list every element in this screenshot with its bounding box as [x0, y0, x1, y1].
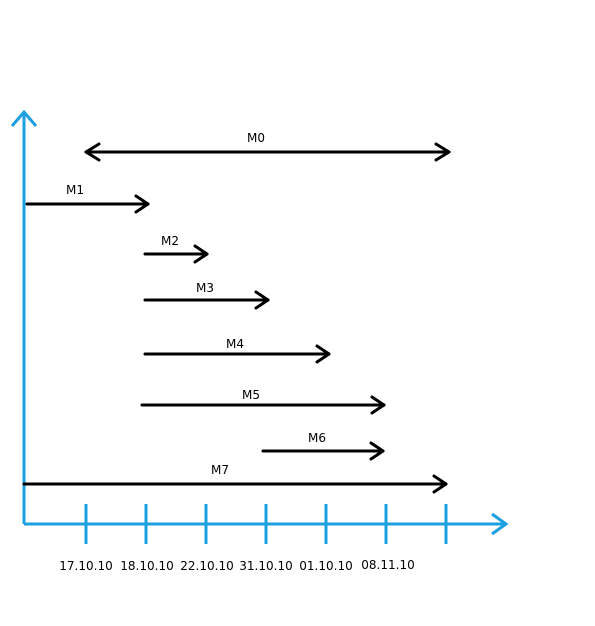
- tick: 18.10.10: [120, 504, 174, 573]
- tick-label: 17.10.10: [59, 559, 112, 573]
- x-axis-ticks: 17.10.10 18.10.10 22.10.10 31.10.10 01.1…: [59, 504, 448, 573]
- tick-label: 31.10.10: [239, 559, 292, 573]
- arrow-label: M7: [211, 463, 229, 477]
- tick: 17.10.10: [59, 504, 113, 573]
- axes: [10, 109, 509, 536]
- arrow-m3: M3: [143, 281, 270, 310]
- tick-label: 08.11.10: [361, 558, 414, 572]
- arrow-m0: M0: [84, 131, 451, 162]
- arrow-m2: M2: [143, 234, 209, 264]
- arrow-m5: M5: [140, 388, 386, 415]
- tick: 22.10.10: [180, 504, 234, 573]
- arrow-label: M0: [247, 131, 265, 145]
- arrow-m4: M4: [143, 337, 331, 364]
- arrow-label: M5: [242, 388, 260, 402]
- arrow-label: M1: [66, 183, 84, 197]
- x-axis-arrowhead: [491, 512, 509, 536]
- tick-label: 01.10.10: [299, 559, 352, 573]
- arrow-label: M2: [161, 234, 179, 248]
- y-axis-arrowhead: [10, 109, 38, 127]
- arrow-label: M4: [226, 337, 244, 351]
- arrow-label: M6: [308, 431, 326, 445]
- tick: 08.11.10: [361, 504, 415, 572]
- arrows: M0 M1 M2 M3 M4 M5 M6: [22, 131, 451, 494]
- tick-label: 22.10.10: [180, 559, 233, 573]
- tick: 31.10.10: [239, 504, 293, 573]
- arrow-m6: M6: [261, 431, 385, 461]
- arrow-label: M3: [196, 281, 214, 295]
- arrow-m7: M7: [22, 463, 448, 494]
- tick: 01.10.10: [299, 504, 353, 573]
- arrow-m1: M1: [25, 183, 150, 214]
- tick-label: 18.10.10: [120, 559, 173, 573]
